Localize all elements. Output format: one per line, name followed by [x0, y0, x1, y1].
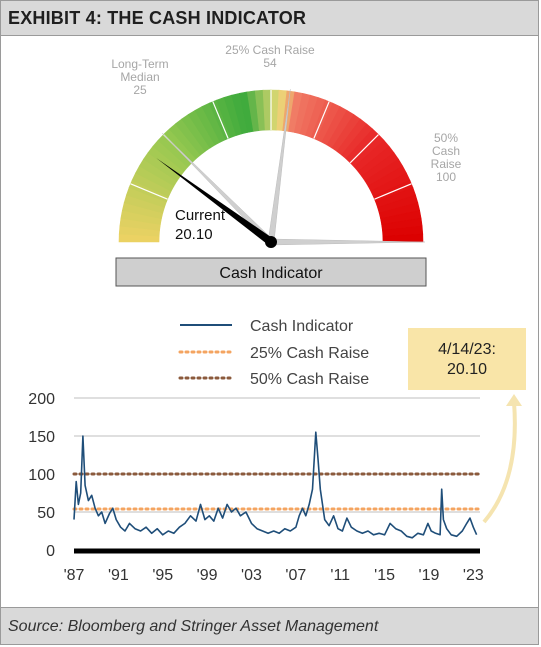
x-tick-label: '03: [241, 567, 262, 584]
marker-label: Cash: [432, 144, 460, 158]
x-tick-label: '95: [152, 567, 173, 584]
exhibit-title: EXHIBIT 4: THE CASH INDICATOR: [8, 8, 307, 28]
marker-label: Raise: [431, 157, 462, 171]
marker-label: 25% Cash Raise: [225, 43, 315, 57]
exhibit-frame: [0, 36, 539, 608]
marker-label: 100: [436, 170, 456, 184]
source-note: Source: Bloomberg and Stringer Asset Man…: [8, 618, 379, 635]
marker-label: Long-Term: [111, 57, 168, 71]
reference-lines: [72, 472, 482, 511]
x-tick-label: '19: [419, 567, 440, 584]
x-tick-label: '15: [374, 567, 395, 584]
current-value: 20.10: [175, 226, 213, 243]
gauge-separator: [212, 101, 229, 139]
marker-label: Median: [120, 70, 159, 84]
x-tick-label: '23: [463, 567, 484, 584]
date-callout: 4/14/23: 20.10: [408, 328, 526, 524]
gauge-arc: [118, 89, 424, 243]
x-tick-label: '87: [64, 567, 85, 584]
line-chart: Cash Indicator 25% Cash Raise 50% Cash Rai…: [28, 318, 526, 584]
x-tick-label: '99: [197, 567, 218, 584]
series-layer: [73, 431, 478, 539]
gauge-separator: [349, 134, 379, 164]
gauge-label: Cash Indicator: [219, 265, 323, 282]
marker-label: 50%: [434, 131, 458, 145]
gauge-label-bar: [115, 257, 427, 287]
callout-box: [408, 328, 526, 390]
axes: '87 '91 '95 '99 '03 '07 '11 '15 '19 '23: [64, 548, 484, 584]
callout-arrow: [482, 401, 517, 524]
y-tick-label: 150: [28, 429, 55, 446]
current-needle: [156, 158, 274, 246]
title-bar: EXHIBIT 4: THE CASH INDICATOR: [0, 0, 539, 36]
callout-text: 20.10: [447, 361, 487, 378]
x-tick-label: '91: [108, 567, 129, 584]
callout-arrowhead: [506, 394, 522, 406]
footer-bar: Source: Bloomberg and Stringer Asset Man…: [0, 607, 539, 645]
legend-label: 25% Cash Raise: [250, 345, 369, 362]
series-line-cash-indicator: [73, 431, 478, 539]
marker-label: 25: [133, 83, 147, 97]
gauge-separator: [374, 183, 412, 200]
x-tick-label: '07: [285, 567, 306, 584]
y-tick-label: 200: [28, 391, 55, 408]
legend-label: 50% Cash Raise: [250, 371, 369, 388]
legend-label: Cash Indicator: [250, 318, 354, 335]
marker-label: 54: [263, 56, 277, 70]
chart-legend: Cash Indicator 25% Cash Raise 50% Cash Rai…: [178, 318, 369, 388]
y-tick-label: 50: [37, 505, 55, 522]
y-tick-label: 0: [46, 543, 55, 560]
x-tick-label: '11: [330, 567, 350, 584]
callout-text: 4/14/23:: [438, 341, 496, 358]
y-tick-label: 100: [28, 467, 55, 484]
current-label: Current: [175, 207, 226, 224]
gauge-hub: [265, 236, 277, 248]
gauge-separator: [313, 101, 330, 139]
gauge-separator: [130, 183, 168, 200]
